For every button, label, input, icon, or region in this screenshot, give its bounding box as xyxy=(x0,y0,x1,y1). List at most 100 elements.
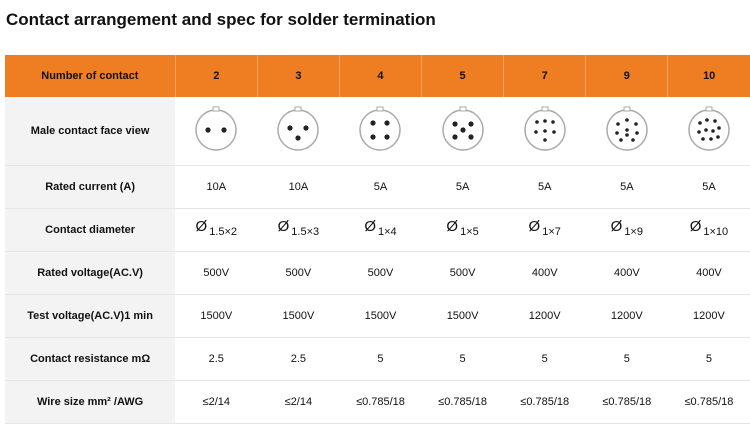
cell-text: 1×4 xyxy=(377,225,397,238)
cell-text: 500V xyxy=(285,267,312,279)
cell-text: 5A xyxy=(702,181,716,193)
title: Contact arrangement and spec for solder … xyxy=(6,10,436,29)
cell-text: 1200V xyxy=(693,310,725,322)
diameter-symbol: Ø xyxy=(364,217,376,235)
spec-cell: 5 xyxy=(339,337,422,381)
cell-text: ≤2/14 xyxy=(202,396,230,408)
spec-cell: 1500V xyxy=(257,294,340,338)
row-label: Rated voltage(AC.V) xyxy=(5,251,176,295)
cell-text: 1×9 xyxy=(624,225,643,238)
spec-cell: Ø 1.5×2 xyxy=(175,208,258,252)
spec-cell: 1200V xyxy=(667,294,750,338)
spec-cell: 1200V xyxy=(585,294,668,338)
spec-cell: ≤0.785/18 xyxy=(503,380,586,424)
spec-cell: Ø 1×4 xyxy=(339,208,422,252)
cell-text: 1×5 xyxy=(460,225,479,238)
spec-cell: 500V xyxy=(339,251,422,295)
face-cell xyxy=(667,97,750,166)
cell-text: 500V xyxy=(203,267,230,279)
diameter-symbol: Ø xyxy=(277,217,290,235)
cell-text: 5 xyxy=(459,353,466,365)
spec-cell: 5 xyxy=(503,337,586,381)
face-cell xyxy=(503,97,586,166)
spec-cell: ≤0.785/18 xyxy=(667,380,750,424)
spec-row: Wire size mm² /AWG ≤2/14 ≤2/14 ≤0.785/18 ≤0.… xyxy=(5,380,750,424)
face-cell xyxy=(257,97,340,166)
spec-cell: Ø 1×9 xyxy=(585,208,668,252)
face-cell xyxy=(339,97,422,166)
header-cell: 9 xyxy=(585,55,668,97)
diameter-symbol: Ø xyxy=(689,217,702,235)
cell-text: 1×10 xyxy=(703,225,729,238)
spec-cell: 5A xyxy=(585,165,668,209)
spec-cell: 1500V xyxy=(421,294,504,338)
contact-face-icon xyxy=(195,106,238,151)
cell-text: 500V xyxy=(449,267,476,279)
cell-text: 400V xyxy=(613,267,640,279)
cell-text: ≤2/14 xyxy=(284,396,313,408)
contact-face-icon xyxy=(359,106,402,151)
spec-cell: ≤2/14 xyxy=(175,380,258,424)
spec-cell: ≤0.785/18 xyxy=(339,380,422,424)
spec-cell: 1500V xyxy=(175,294,258,338)
cell-text: 500V xyxy=(367,267,394,279)
spec-cell: 400V xyxy=(667,251,750,295)
cell-text: 5 xyxy=(705,353,712,365)
row-label: Male contact face view xyxy=(5,97,176,166)
cell-text: 1.5×3 xyxy=(291,225,320,238)
spec-row: Rated current (A) 10A 10A 5A 5A 5A 5A 5A xyxy=(5,165,750,209)
cell-text: ≤0.785/18 xyxy=(684,396,734,408)
cell-text: 5 xyxy=(541,353,548,365)
contact-face-icon xyxy=(688,106,730,151)
contact-face-icon xyxy=(523,106,566,151)
cell-text: ≤0.785/18 xyxy=(520,396,570,408)
spec-cell: 10A xyxy=(175,165,258,209)
cell-text: 1200V xyxy=(528,310,561,322)
spec-cell: 500V xyxy=(175,251,258,295)
spec-cell: Ø 1×7 xyxy=(503,208,586,252)
header-cell: 2 xyxy=(174,55,258,97)
cell-text: 2.5 xyxy=(208,353,224,365)
face-row: Male contact face view xyxy=(5,97,750,166)
spec-cell: 5 xyxy=(667,337,750,381)
row-label: Contact diameter xyxy=(5,208,176,252)
cell-text: 5 xyxy=(623,353,630,365)
spec-cell: Ø 1×5 xyxy=(421,208,504,252)
cell-text: 5 xyxy=(377,353,384,365)
spec-cell: ≤2/14 xyxy=(257,380,340,424)
diameter-symbol: Ø xyxy=(195,217,208,235)
spec-row: Test voltage(AC.V)1 min 1500V 1500V 1500V 15… xyxy=(5,294,750,338)
spec-cell: 5A xyxy=(503,165,586,209)
spec-cell: 1200V xyxy=(503,294,586,338)
spec-cell: 400V xyxy=(503,251,586,295)
cell-text: 10A xyxy=(206,181,227,193)
cell-text: ≤0.785/18 xyxy=(602,396,652,408)
cell-text: 10A xyxy=(288,181,309,193)
spec-cell: 2.5 xyxy=(175,337,258,381)
cell-text: 5A xyxy=(620,181,634,193)
cell-text: 1200V xyxy=(610,310,643,322)
row-label: Test voltage(AC.V)1 min xyxy=(5,294,176,338)
spec-cell: Ø 1×10 xyxy=(667,208,750,252)
cell-text: ≤0.785/18 xyxy=(438,396,488,408)
row-label: Wire size mm² /AWG xyxy=(5,380,176,424)
header-cell: 3 xyxy=(256,55,340,97)
header-cell: Number of contact xyxy=(5,55,176,97)
spec-row: Contact diameter Ø 1.5×2 Ø 1.5×3 Ø 1×4 Ø 1×5 Ø 1×7… xyxy=(5,208,750,252)
spec-cell: Ø 1.5×3 xyxy=(257,208,340,252)
cell-text: 5A xyxy=(373,181,388,193)
row-label: Contact resistance mΩ xyxy=(5,337,176,381)
header-cell: 4 xyxy=(338,55,422,97)
header-row: Number of contact 2 3 4 5 7 9 10 xyxy=(5,55,750,97)
spec-cell: 5 xyxy=(421,337,504,381)
spec-cell: 500V xyxy=(257,251,340,295)
contact-face-icon xyxy=(277,106,320,151)
cell-text: 1500V xyxy=(364,310,397,322)
spec-cell: ≤0.785/18 xyxy=(421,380,504,424)
cell-text: 5A xyxy=(537,181,552,193)
contact-face-icon xyxy=(441,106,484,151)
cell-text: 1500V xyxy=(282,310,315,322)
cell-text: ≤0.785/18 xyxy=(356,396,405,408)
spec-table: Number of contact 2 3 4 5 7 9 10 Male contact fa… xyxy=(5,55,750,424)
